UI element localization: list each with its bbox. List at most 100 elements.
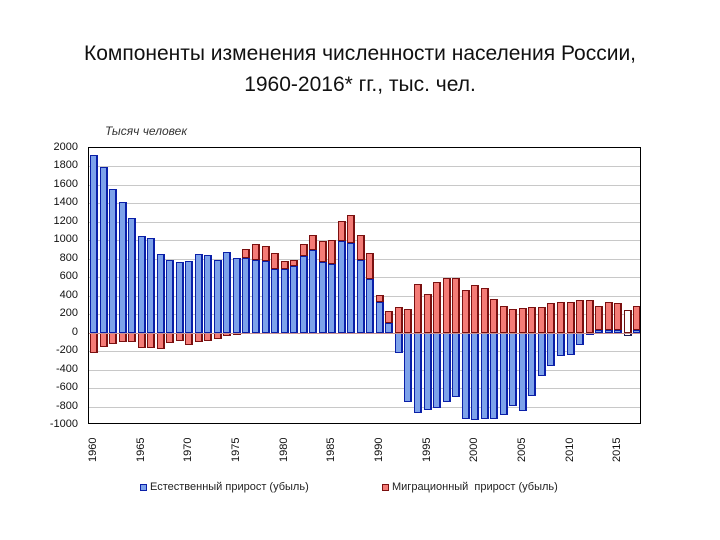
- bar-natural: [175, 262, 184, 333]
- zero-line: [89, 332, 640, 334]
- bar-natural: [576, 332, 585, 345]
- bar-migration: [452, 278, 461, 333]
- bar-migration: [156, 332, 165, 350]
- bar-migration: [137, 332, 146, 349]
- bar-migration: [556, 302, 565, 333]
- bar-natural: [242, 257, 251, 333]
- legend-item-natural: Естественный прирост (убыль): [140, 481, 309, 493]
- bar-migration: [595, 305, 604, 331]
- x-tick-label: 1980: [277, 437, 290, 462]
- bar-natural: [128, 218, 137, 333]
- x-tick-label: 1990: [372, 437, 385, 462]
- bar-natural: [347, 243, 356, 333]
- bar-natural: [232, 257, 241, 333]
- bar-migration: [366, 253, 375, 280]
- bar-natural: [299, 256, 308, 333]
- bar-natural: [404, 332, 413, 402]
- y-tick-label: 200: [59, 307, 78, 320]
- bar-migration: [547, 303, 556, 333]
- x-tick-label: 1970: [182, 437, 195, 462]
- bar-migration: [242, 248, 251, 258]
- bar-migration: [166, 332, 175, 343]
- gridline: [89, 221, 640, 223]
- bar-natural: [375, 302, 384, 333]
- bar-migration: [252, 244, 260, 260]
- bar-natural: [90, 155, 98, 333]
- y-tick-label: 800: [59, 251, 78, 264]
- x-tick-label: 1975: [229, 437, 242, 462]
- bar-natural: [252, 259, 260, 333]
- y-tick-label: -600: [55, 381, 78, 394]
- bar-migration: [576, 300, 585, 333]
- bar-natural: [509, 332, 518, 406]
- y-tick-label: 1200: [53, 214, 78, 227]
- bar-natural: [156, 254, 165, 333]
- gridline: [89, 184, 640, 186]
- bar-migration: [614, 302, 623, 330]
- y-tick-label: 600: [59, 270, 78, 283]
- bar-natural: [633, 329, 640, 333]
- bar-natural: [318, 262, 327, 333]
- bar-migration: [118, 332, 127, 342]
- bar-natural: [166, 259, 175, 333]
- bar-migration: [490, 299, 499, 333]
- bar-natural: [194, 254, 203, 333]
- bar-migration: [309, 234, 318, 250]
- bar-migration: [271, 253, 280, 269]
- bar-natural: [433, 332, 442, 409]
- x-tick-label: 2015: [611, 437, 624, 462]
- bar-natural: [366, 279, 375, 333]
- bar-migration: [99, 332, 108, 347]
- bar-natural: [185, 260, 194, 333]
- slide-title-line-2: 1960-2016* гг., тыс. чел.: [244, 73, 476, 96]
- legend-swatch-natural-icon: [140, 483, 147, 491]
- bar-migration: [433, 281, 442, 333]
- bar-natural: [137, 235, 146, 333]
- gridline: [89, 369, 640, 371]
- bar-natural: [204, 255, 213, 333]
- bar-natural: [261, 260, 270, 333]
- bar-migration: [442, 278, 451, 333]
- gridline: [89, 388, 640, 390]
- bar-natural: [337, 241, 346, 333]
- bar-migration: [185, 332, 194, 345]
- y-tick-label: 1000: [53, 233, 78, 246]
- bar-natural: [223, 252, 232, 333]
- bar-migration: [204, 332, 213, 341]
- bar-migration: [623, 309, 632, 333]
- bar-natural: [385, 323, 394, 333]
- bar-natural: [614, 329, 623, 333]
- bar-migration: [385, 311, 394, 324]
- legend-label-natural: Естественный прирост (убыль): [150, 481, 309, 493]
- bar-migration: [537, 306, 546, 333]
- bar-natural: [213, 259, 222, 333]
- bar-migration: [90, 332, 98, 353]
- bar-migration: [175, 332, 184, 341]
- bar-migration: [347, 215, 356, 244]
- bar-migration: [518, 307, 527, 333]
- bar-migration: [394, 306, 403, 333]
- bar-natural: [518, 332, 527, 412]
- x-tick-label: 2010: [563, 437, 576, 462]
- y-tick-label: 1400: [53, 196, 78, 209]
- bar-migration: [423, 293, 432, 333]
- bar-natural: [566, 332, 575, 355]
- bar-natural: [271, 268, 280, 333]
- bar-migration: [404, 308, 413, 333]
- bar-migration: [299, 244, 308, 257]
- bar-natural: [290, 266, 299, 333]
- plot-area: [88, 147, 641, 424]
- bar-migration: [461, 290, 470, 333]
- y-tick-label: 400: [59, 288, 78, 301]
- bar-natural: [528, 332, 537, 397]
- bar-migration: [328, 240, 337, 265]
- bar-natural: [499, 332, 508, 415]
- x-tick-label: 1985: [325, 437, 338, 462]
- bar-natural: [328, 264, 337, 333]
- bar-natural: [490, 332, 499, 419]
- bar-migration: [318, 241, 327, 263]
- bar-natural: [537, 332, 546, 377]
- bar-natural: [423, 332, 432, 411]
- chart-legend: Естественный прирост (убыль) Миграционны…: [140, 481, 610, 495]
- bar-natural: [356, 259, 365, 333]
